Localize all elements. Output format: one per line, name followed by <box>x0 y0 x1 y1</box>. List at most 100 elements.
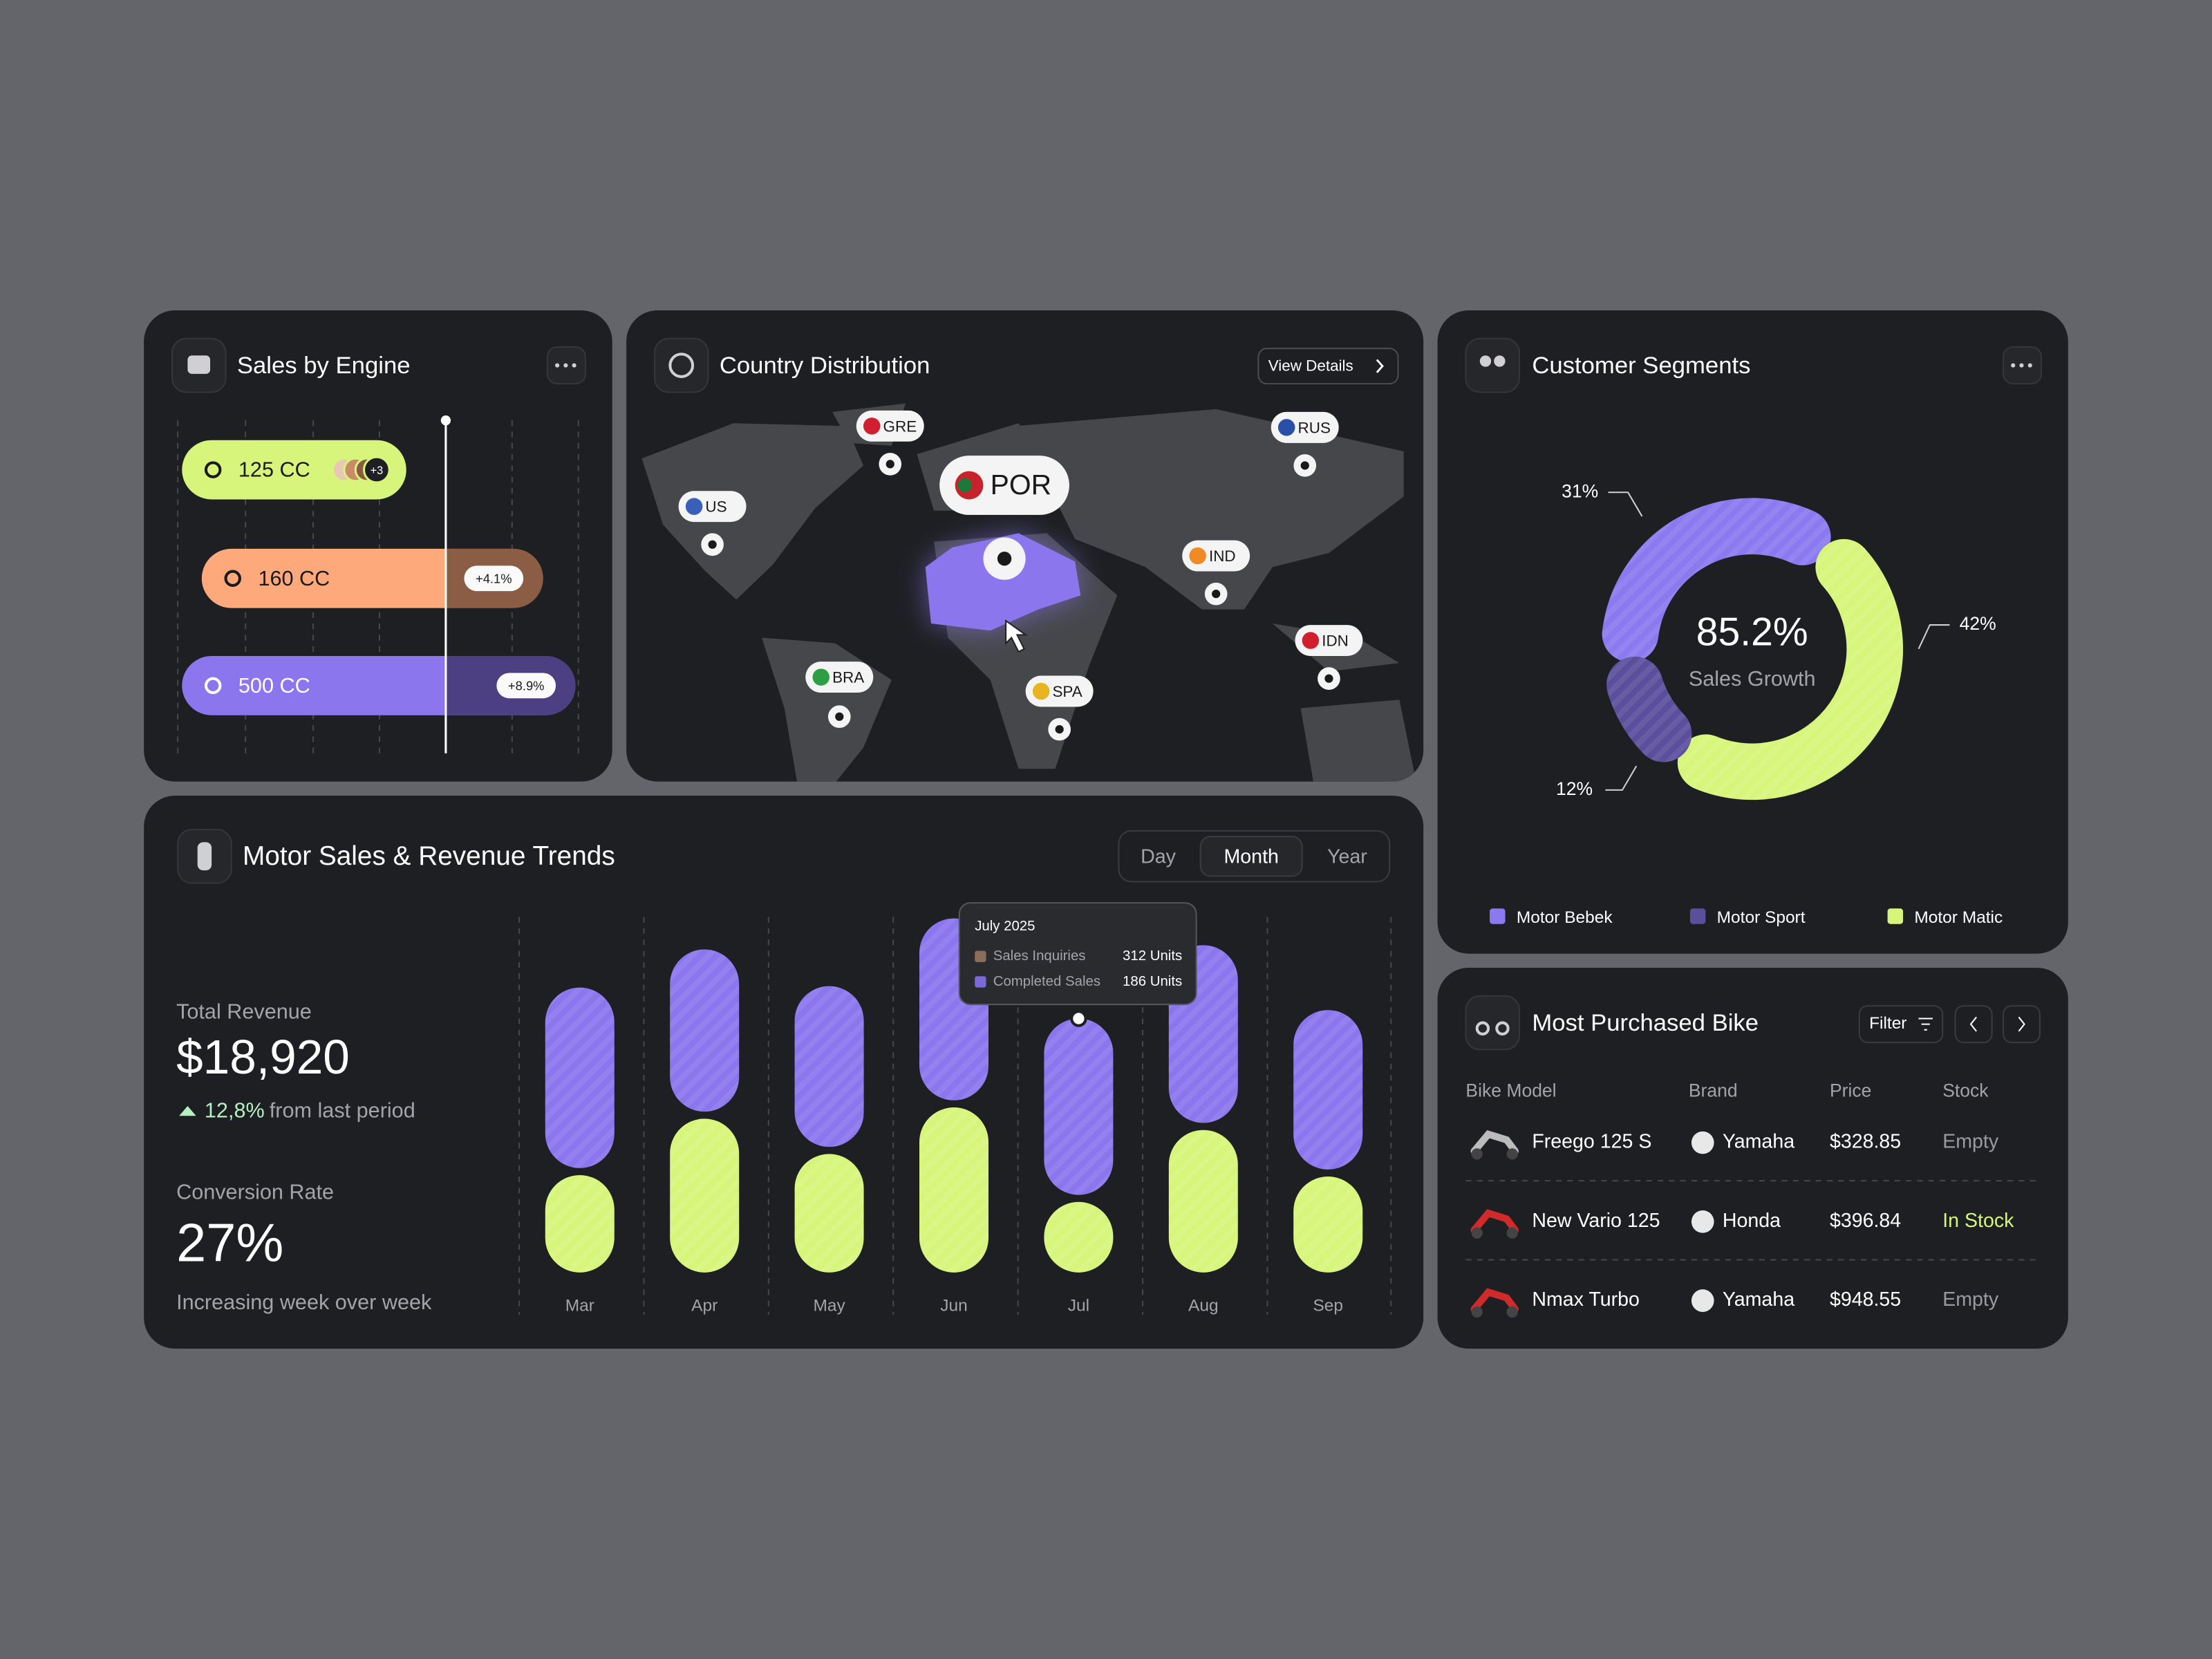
table-cell: Yamaha <box>1723 1288 1794 1311</box>
tooltip-row-value: 312 Units <box>1123 948 1182 964</box>
bar-stripes <box>1168 1130 1238 1273</box>
kpi-value: $18,920 <box>176 1030 350 1084</box>
dot <box>563 363 568 368</box>
tooltip-row-value: 186 Units <box>1123 974 1182 989</box>
tab-label[interactable]: Month <box>1224 845 1279 868</box>
pin-center <box>835 712 844 721</box>
x-tick-label: Aug <box>1188 1296 1219 1315</box>
highlight-pin-label[interactable] <box>939 456 1069 515</box>
icon-bike <box>1465 995 1520 1051</box>
table-cell: $948.55 <box>1830 1288 1901 1311</box>
flag <box>812 668 830 686</box>
up-arrow <box>179 1106 196 1116</box>
flag <box>1032 682 1050 700</box>
brand-logo <box>1691 1210 1714 1233</box>
column-header: Brand <box>1689 1080 1738 1101</box>
avatar-count: +3 <box>371 465 384 477</box>
table-cell: In Stock <box>1942 1210 2014 1232</box>
filter-icon <box>1918 1018 1933 1031</box>
cursor-dot <box>440 415 451 426</box>
kpi-text: Increasing week over week <box>176 1291 432 1314</box>
card-title: Sales by Engine <box>237 353 411 379</box>
column-header: Price <box>1830 1080 1871 1101</box>
table-cell: Honda <box>1723 1210 1781 1232</box>
table-cell: Nmax Turbo <box>1532 1288 1640 1311</box>
card-bikes <box>1437 968 2068 1349</box>
view-details-button[interactable] <box>1257 348 1399 385</box>
engine-icon <box>224 570 241 587</box>
bike-wheel <box>1471 1227 1483 1239</box>
continent <box>1300 700 1418 782</box>
kpi-label: Conversion Rate <box>176 1181 334 1204</box>
table-cell: Empty <box>1942 1288 1999 1311</box>
pin-center <box>1300 461 1309 470</box>
bike-thumb <box>1470 1209 1519 1234</box>
bike-thumb <box>1470 1130 1519 1155</box>
x-tick-label: Mar <box>565 1296 594 1315</box>
highlight-pin-text: POR <box>991 469 1051 500</box>
hover-dot <box>1070 1010 1087 1027</box>
brand-logo <box>1691 1131 1714 1154</box>
x-tick-label: Apr <box>691 1296 718 1315</box>
engine-bar <box>182 655 576 715</box>
icon-glyph <box>1479 355 1492 367</box>
pin-center <box>1212 590 1221 599</box>
highlight-country[interactable] <box>925 533 1081 631</box>
column-header: Stock <box>1942 1080 1989 1101</box>
pin-label: BRA <box>832 669 864 686</box>
x-tick-label: May <box>813 1296 845 1315</box>
bar-stripes <box>545 987 615 1168</box>
table-cell: Yamaha <box>1723 1131 1794 1153</box>
table-cell: $328.85 <box>1830 1131 1901 1153</box>
donut-stripes <box>1606 656 1692 762</box>
donut-label: 31% <box>1562 480 1598 501</box>
kpi-change-text: from last period <box>270 1098 415 1122</box>
next-button[interactable] <box>2002 1005 2041 1044</box>
tab-label[interactable]: Day <box>1141 845 1177 868</box>
pin-label: US <box>705 498 727 516</box>
tab-label[interactable]: Year <box>1327 845 1367 868</box>
flag <box>1302 632 1320 649</box>
engine-bar <box>201 548 543 608</box>
chevrons <box>1969 1016 2025 1032</box>
prev-button[interactable] <box>1954 1005 1993 1044</box>
dot <box>2011 363 2016 368</box>
flag <box>863 418 881 435</box>
bike-wheel <box>1506 1227 1518 1239</box>
dot <box>572 363 577 368</box>
tooltip-row-name: Completed Sales <box>993 974 1100 989</box>
bike-wheel <box>1471 1148 1483 1160</box>
badge-label: +8.9% <box>508 679 545 693</box>
brand-logo <box>1691 1289 1714 1312</box>
kpi-label: Total Revenue <box>176 1000 312 1023</box>
badge <box>496 673 556 699</box>
filter-button[interactable] <box>1858 1005 1944 1044</box>
icon-glyph <box>187 355 211 374</box>
tab-active[interactable] <box>1199 836 1303 877</box>
tooltip-swatch <box>975 950 986 962</box>
bar-stripes <box>794 986 864 1147</box>
pin-center <box>997 551 1012 566</box>
dot <box>2019 363 2024 368</box>
pin-label: IND <box>1209 547 1236 565</box>
icon-glyph <box>1475 1021 1490 1035</box>
x-tick-label: Sep <box>1313 1296 1343 1315</box>
legend-swatch <box>1490 908 1506 924</box>
bar-stripes <box>1293 1177 1363 1273</box>
bike-wheel <box>1471 1306 1483 1318</box>
flag <box>1277 419 1295 436</box>
badge-label: +4.1% <box>476 572 512 586</box>
engine-icon <box>204 461 222 478</box>
bike-wheel <box>1506 1306 1518 1318</box>
bar-stripes <box>794 1154 864 1273</box>
tooltip-row-name: Sales Inquiries <box>993 948 1086 964</box>
column-header: Bike Model <box>1465 1080 1556 1101</box>
donut-label: 12% <box>1556 778 1593 799</box>
center-label: Sales Growth <box>1689 667 1816 691</box>
cursor <box>1005 619 1028 653</box>
table-cell: Empty <box>1942 1131 1999 1153</box>
filter-label[interactable]: Filter <box>1869 1014 1906 1033</box>
avatar-more <box>363 456 391 484</box>
button-label[interactable]: View Details <box>1268 357 1353 375</box>
